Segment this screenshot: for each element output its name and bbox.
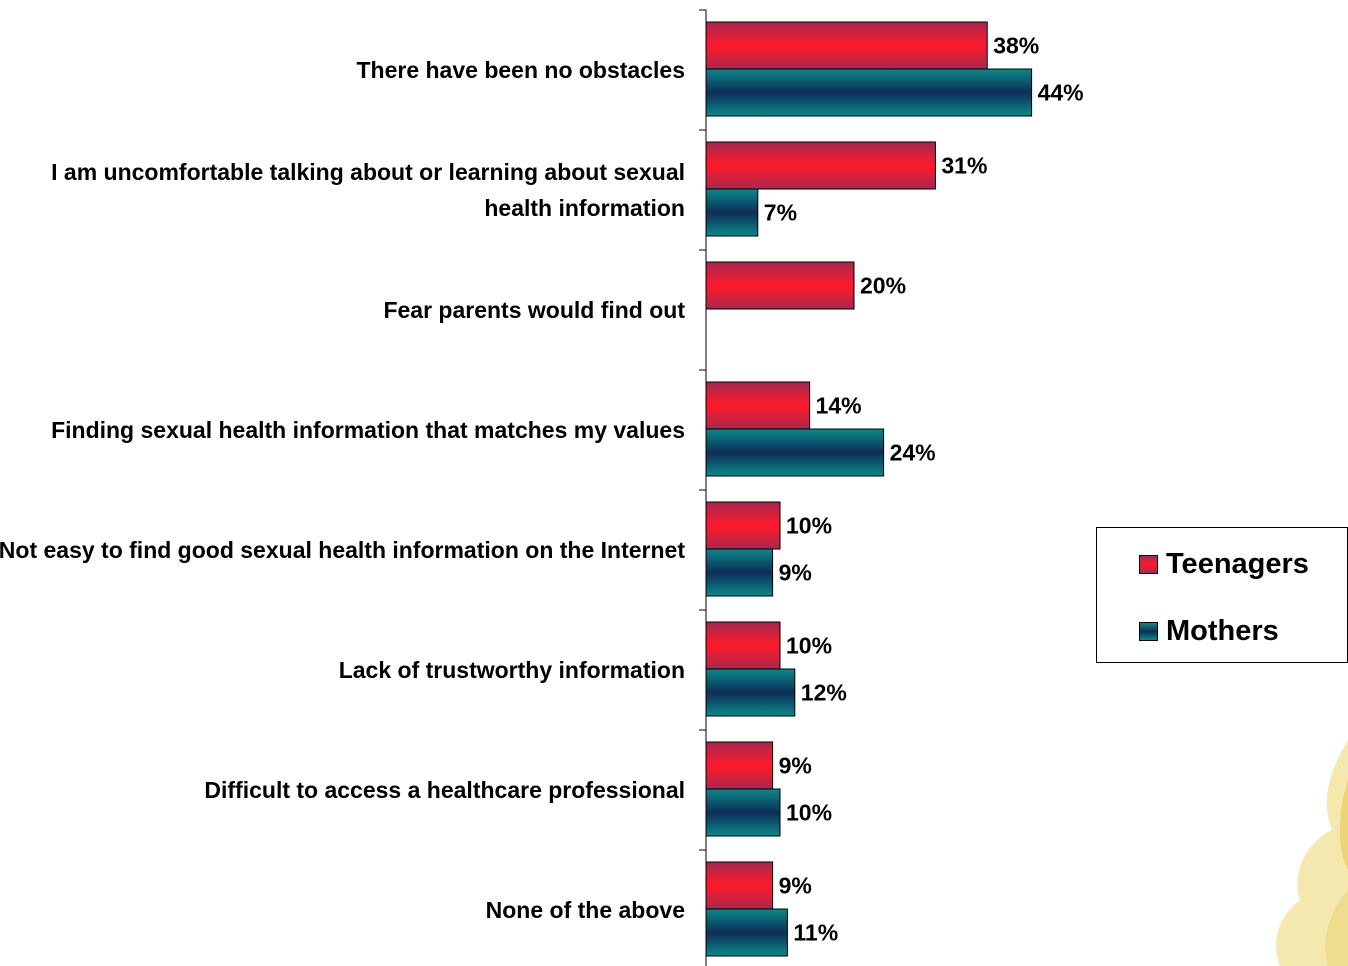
data-label-mothers: 12% [801,680,847,706]
bar-mothers [705,908,788,957]
data-label-mothers: 10% [786,800,832,826]
data-label-teenagers: 31% [941,153,987,179]
category-label: Finding sexual health information that m… [51,417,685,443]
data-label-mothers: 11% [793,920,838,946]
data-label-teenagers: 9% [779,873,812,899]
data-label-teenagers: 10% [786,513,832,539]
category-label: Difficult to access a healthcare profess… [204,777,685,803]
category-label: There have been no obstacles [356,57,685,83]
bar-mothers [705,188,759,237]
data-label-teenagers: 10% [786,633,832,659]
category-label: Not easy to find good sexual health info… [0,537,685,563]
legend-swatch-teenagers [1139,554,1158,574]
legend-swatch-mothers [1139,621,1158,641]
bar-teenagers [705,741,774,790]
bar-teenagers [705,21,988,70]
data-label-teenagers: 20% [860,273,906,299]
category-label: I am uncomfortable talking about or lear… [51,159,685,221]
data-label-teenagers: 38% [993,33,1039,59]
legend-label-mothers: Mothers [1166,614,1279,647]
bar-mothers [705,68,1033,117]
category-axis [699,9,707,966]
bar-mothers [705,668,796,717]
legend: Teenagers Mothers [1096,527,1348,663]
bar-teenagers [705,861,774,910]
bar-mothers [705,428,885,477]
bar-teenagers [705,501,781,550]
legend-item-teenagers: Teenagers [1139,547,1309,581]
category-label: Fear parents would find out [383,297,685,323]
bar-teenagers [705,381,811,430]
bars [705,21,1033,957]
category-label: None of the above [485,897,685,923]
data-label-teenagers: 14% [816,393,862,419]
bar-mothers [705,548,774,597]
legend-label-teenagers: Teenagers [1166,547,1309,580]
bar-teenagers [705,261,855,310]
data-label-mothers: 7% [764,200,797,226]
data-label-mothers: 44% [1038,80,1084,106]
data-label-mothers: 24% [890,440,936,466]
data-labels: 38% 44% 31% 7% 20% 14% 24% 10% 9% 10% 12% 9% 10% 9% 11… [764,33,1084,946]
bar-teenagers [705,141,936,190]
bar-mothers [705,788,781,837]
data-label-teenagers: 9% [779,753,812,779]
bar-teenagers [705,621,781,670]
data-label-mothers: 9% [779,560,812,586]
flower-decoration [1276,740,1348,966]
category-label: Lack of trustworthy information [338,657,685,683]
legend-item-mothers: Mothers [1139,614,1279,648]
